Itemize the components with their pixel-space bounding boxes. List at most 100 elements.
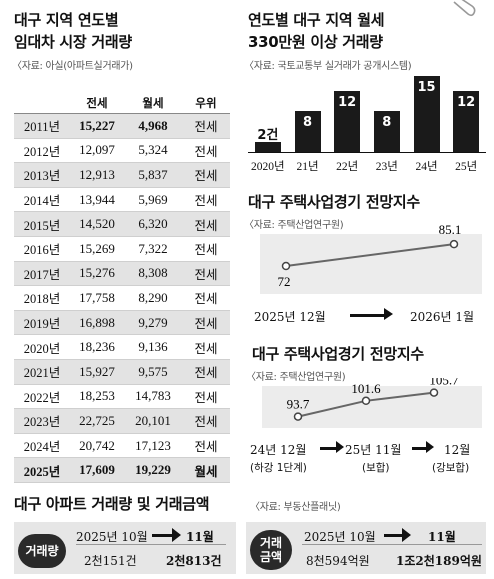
table-row: 2020년 18,236 9,136 전세 <box>14 335 230 360</box>
row-wolse: 9,279 <box>138 314 168 330</box>
amount-arrow-head <box>402 528 411 542</box>
line-point <box>281 261 291 271</box>
row-wolse: 6,320 <box>138 216 168 232</box>
amount-to-value: 1조2천189억원 <box>396 554 482 568</box>
header-lead: 우위 <box>195 96 217 110</box>
row-wolse: 14,783 <box>135 388 171 404</box>
row-jeonse: 22,725 <box>79 412 115 428</box>
row-year: 2013년 <box>23 169 61 184</box>
volume-to-value: 2천813건 <box>166 554 222 568</box>
row-lead: 전세 <box>194 143 218 159</box>
table-row: 2013년 12,913 5,837 전세 <box>14 163 230 188</box>
bar-value-label: 12 <box>338 95 357 111</box>
row-lead: 전세 <box>194 119 218 135</box>
row-lead: 전세 <box>194 168 218 184</box>
row-wolse: 5,969 <box>138 191 168 207</box>
bar <box>453 91 480 152</box>
line2-cat-2: 12월 <box>444 443 471 457</box>
bar <box>294 111 321 152</box>
row-jeonse: 14,520 <box>79 216 115 232</box>
bar-category-label: 22년 <box>336 161 359 173</box>
bottom-source: 〈자료: 부동산플래닛) <box>250 502 341 513</box>
row-jeonse: 13,944 <box>79 191 115 207</box>
table-title-line1: 대구 지역 연도별 <box>14 11 119 29</box>
bar-value-label: 15 <box>417 80 436 95</box>
row-jeonse: 20,742 <box>79 437 115 453</box>
line1-to-month: 2026년 1월 <box>410 310 475 324</box>
rental-table: 전세 월세 우위 2011년 15,227 4,968 전세 2012년 12,097 5,… <box>14 92 230 483</box>
bar-value-label: 2건 <box>257 127 279 143</box>
row-lead: 전세 <box>194 414 218 430</box>
bar <box>373 111 400 152</box>
line-point <box>293 412 303 421</box>
bar-title-line2: 330만원 이상 거래량 <box>248 33 383 51</box>
row-jeonse: 12,913 <box>79 166 115 182</box>
row-lead: 월세 <box>194 463 218 479</box>
line-value-label: 85.1 <box>439 224 462 237</box>
bar-chart: 2건 2020년 8 21년 12 22년 8 23년 15 24년 12 25년 <box>248 72 486 182</box>
line-series <box>285 243 455 267</box>
header-wolse: 월세 <box>142 96 164 110</box>
row-jeonse: 16,898 <box>79 314 115 330</box>
row-jeonse: 15,927 <box>79 363 115 379</box>
line-value-label: 93.7 <box>287 397 310 412</box>
bar-title-line1: 연도별 대구 지역 월세 <box>248 11 385 29</box>
table-row: 2021년 15,927 9,575 전세 <box>14 359 230 385</box>
line1-arrow-head <box>384 308 393 320</box>
line1-source: 〈자료: 주택산업연구원) <box>244 220 344 231</box>
row-lead: 전세 <box>194 193 218 209</box>
row-jeonse: 17,758 <box>79 289 115 305</box>
line1-arrow <box>350 314 386 317</box>
table-body: 2011년 15,227 4,968 전세 2012년 12,097 5,324 전세 2013… <box>14 114 230 483</box>
line2-note-0: (하강 1단계) <box>250 462 307 474</box>
row-year: 2014년 <box>23 194 61 209</box>
bar <box>254 141 281 152</box>
row-jeonse: 17,609 <box>79 462 115 478</box>
line2-chart: 93.7 101.6 105.7 <box>287 378 459 421</box>
row-lead: 전세 <box>194 291 218 307</box>
bar-category-label: 25년 <box>455 161 478 173</box>
line-point <box>449 239 459 249</box>
row-year: 2015년 <box>23 218 61 233</box>
row-lead: 전세 <box>194 340 218 356</box>
row-year: 2012년 <box>23 144 61 159</box>
row-wolse: 17,123 <box>135 437 171 453</box>
row-lead: 전세 <box>194 242 218 258</box>
line-value-label: 72 <box>278 274 291 289</box>
amount-label: 거래 금액 <box>250 530 292 570</box>
bottom-title: 대구 아파트 거래량 및 거래금액 <box>14 495 210 513</box>
volume-label: 거래량 <box>18 534 66 568</box>
line1-chart: 72 85.1 <box>278 224 462 289</box>
line-point <box>429 388 439 397</box>
table-row: 2017년 15,276 8,308 전세 <box>14 261 230 287</box>
row-wolse: 5,324 <box>138 142 168 158</box>
table-header: 전세 월세 우위 <box>14 92 230 114</box>
table-top-rule <box>14 113 230 114</box>
volume-arrow-head <box>172 528 181 542</box>
line2-arrow-2 <box>412 447 428 450</box>
table-row: 2014년 13,944 5,969 전세 <box>14 188 230 213</box>
bar-baseline <box>248 152 486 153</box>
amount-rule <box>302 544 482 545</box>
row-wolse: 9,575 <box>138 363 168 379</box>
line2-panel <box>262 386 482 428</box>
row-lead: 전세 <box>194 389 218 405</box>
line1-title: 대구 주택사업경기 전망지수 <box>248 193 420 211</box>
row-jeonse: 12,097 <box>79 142 115 158</box>
bar-category-label: 23년 <box>375 161 398 173</box>
amount-from-value: 8천594억원 <box>306 554 370 568</box>
table-row: 2015년 14,520 6,320 전세 <box>14 212 230 237</box>
row-lead: 전세 <box>194 316 218 332</box>
amount-to-month: 11월 <box>428 530 456 544</box>
line-point <box>361 396 371 406</box>
row-wolse: 20,101 <box>135 412 171 428</box>
row-jeonse: 15,227 <box>79 117 115 133</box>
table-row: 2022년 18,253 14,783 전세 <box>14 385 230 410</box>
table-row: 2016년 15,269 7,322 전세 <box>14 237 230 262</box>
row-wolse: 19,229 <box>135 462 171 478</box>
row-lead: 전세 <box>194 439 218 455</box>
bar <box>413 76 440 152</box>
row-lead: 전세 <box>194 217 218 233</box>
row-jeonse: 15,276 <box>79 265 115 281</box>
table-row: 2012년 12,097 5,324 전세 <box>14 139 230 164</box>
